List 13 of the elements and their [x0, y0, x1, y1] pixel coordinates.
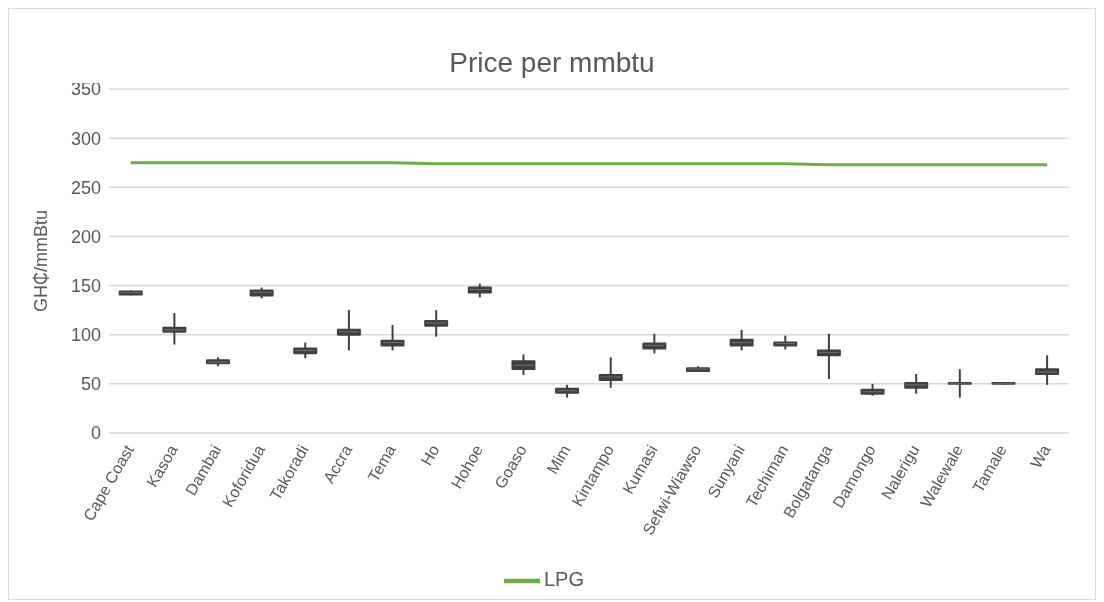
- y-tick-label: 100: [70, 325, 101, 346]
- y-tick-label: 0: [90, 423, 101, 444]
- legend-label: LPG: [543, 568, 585, 591]
- x-tick-label: Wa: [1027, 442, 1054, 471]
- x-tick-label: Ho: [417, 442, 443, 469]
- y-tick-label: 300: [70, 128, 101, 149]
- y-tick-label: 50: [80, 374, 101, 395]
- y-tick-label: 150: [70, 275, 101, 296]
- y-tick-label: 250: [70, 177, 101, 198]
- y-tick-label: 200: [70, 226, 101, 247]
- y-tick-label: 350: [70, 79, 101, 100]
- chart-title: Price per mmbtu: [449, 47, 655, 78]
- y-axis-title: GH₵/mmBtu: [31, 209, 52, 313]
